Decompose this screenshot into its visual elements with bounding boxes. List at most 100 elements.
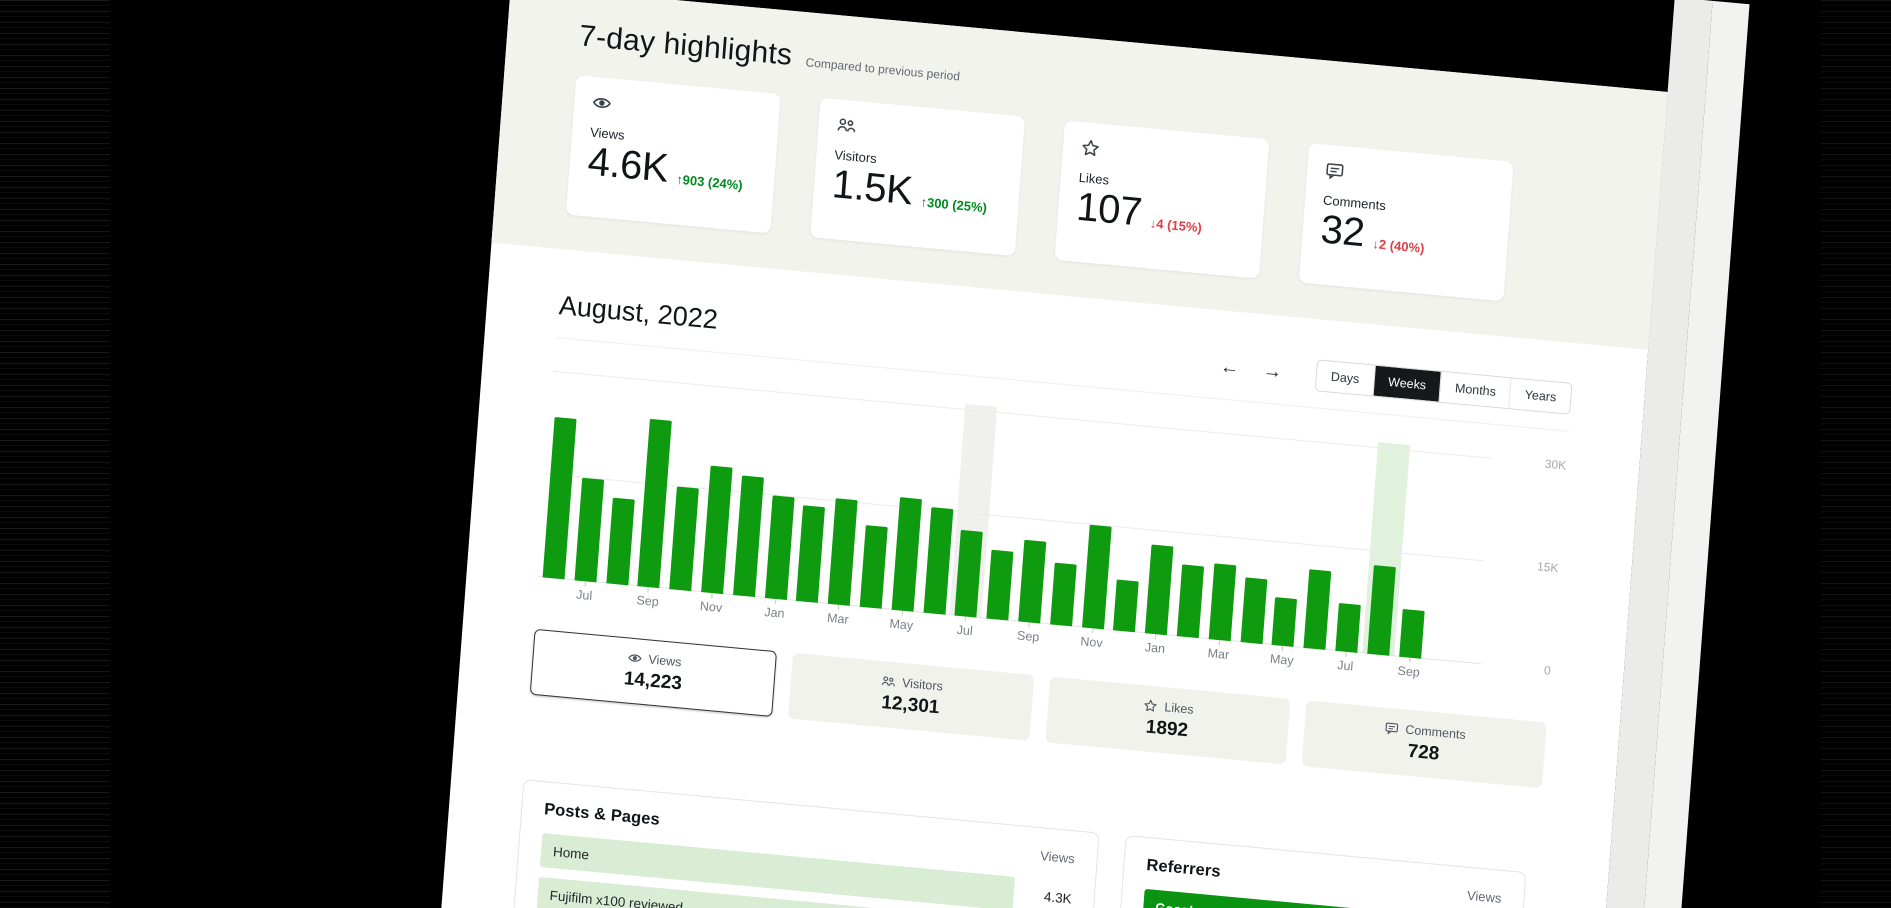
granularity-tab-days[interactable]: Days bbox=[1315, 360, 1376, 396]
chart-bar-week-6[interactable] bbox=[701, 465, 733, 595]
summary-tab-views[interactable]: Views 14,223 bbox=[529, 628, 778, 717]
chart-x-axis-label: Sep bbox=[1016, 628, 1040, 645]
eye-icon bbox=[592, 93, 612, 114]
highlight-card-icon-wrap bbox=[836, 115, 1006, 151]
chart-bar-week-18[interactable] bbox=[1081, 524, 1112, 630]
summary-tab-visitors[interactable]: Visitors 12,301 bbox=[788, 652, 1034, 741]
left-noise-texture bbox=[0, 0, 110, 908]
highlight-card-comments: Comments 32 ↓2 (40%) bbox=[1298, 142, 1514, 302]
period-heading: August, 2022 bbox=[557, 290, 719, 335]
summary-tab-likes[interactable]: Likes 1892 bbox=[1044, 676, 1291, 765]
chart-bar-week-4[interactable] bbox=[637, 418, 673, 589]
previous-period-button[interactable]: ← bbox=[1215, 355, 1244, 380]
chart-bar-week-23[interactable] bbox=[1240, 577, 1268, 645]
list-row-label: Google bbox=[1143, 898, 1201, 908]
referrers-panel: Referrers Views Google6.2K bbox=[1108, 834, 1527, 908]
bottom-panels-row: Posts & Pages Views Home 4.3K Fujifilm x10… bbox=[435, 773, 1609, 908]
highlights-subtitle: Compared to previous period bbox=[805, 55, 961, 84]
summary-tab-label: Views bbox=[647, 652, 682, 670]
metric-summary-tabs: Views 14,223 Visitors 12,301 Likes 1892 Commen… bbox=[529, 628, 1547, 789]
people-icon bbox=[836, 115, 856, 136]
summary-tab-label-row: Comments bbox=[1384, 721, 1466, 742]
referrers-views-column-header: Views bbox=[1466, 887, 1503, 906]
chart-section: August, 2022 ← → Days Weeks Months Years 30… bbox=[458, 283, 1645, 795]
stats-dashboard-page: 7-day highlights Compared to previous pe… bbox=[420, 0, 1668, 908]
highlight-card-likes: Likes 107 ↓4 (15%) bbox=[1054, 120, 1270, 279]
chart-bar-week-11[interactable] bbox=[859, 524, 888, 609]
star-icon bbox=[1080, 138, 1100, 159]
chart-x-axis-label: Nov bbox=[1079, 634, 1104, 651]
chart-bar-week-12[interactable] bbox=[891, 496, 922, 612]
comment-icon bbox=[1325, 161, 1345, 182]
summary-tab-label: Comments bbox=[1404, 722, 1467, 743]
chart-bar-week-20[interactable] bbox=[1145, 544, 1174, 636]
chart-x-tick bbox=[584, 581, 586, 587]
chart-x-axis-label: Jan bbox=[1144, 640, 1166, 657]
star-icon bbox=[1143, 698, 1158, 713]
chart-bar-week-9[interactable] bbox=[796, 505, 826, 603]
chart-x-tick bbox=[901, 610, 903, 616]
tilted-page-wrapper: 7-day highlights Compared to previous pe… bbox=[420, 0, 1750, 908]
chart-bar-week-1[interactable] bbox=[542, 416, 577, 580]
highlight-card-trend: ↑903 (24%) bbox=[675, 171, 744, 193]
posts-views-column-header: Views bbox=[1039, 848, 1076, 867]
chart-y-axis-label: 15K bbox=[1536, 559, 1559, 576]
chart-bar-week-7[interactable] bbox=[732, 475, 764, 598]
chart-x-axis-label: Jan bbox=[763, 604, 786, 621]
summary-tab-value: 728 bbox=[1406, 740, 1441, 765]
chart-bar-week-19[interactable] bbox=[1113, 578, 1140, 633]
chart-bar-week-24[interactable] bbox=[1271, 597, 1298, 647]
comment-icon bbox=[1384, 721, 1399, 736]
chart-x-axis-label: May bbox=[1269, 651, 1295, 668]
chart-x-tick bbox=[1091, 628, 1094, 634]
chart-x-axis-label: Jul bbox=[1336, 658, 1354, 674]
granularity-segmented-control: Days Weeks Months Years bbox=[1314, 359, 1573, 415]
chart-x-axis-label: Mar bbox=[826, 610, 850, 627]
highlight-card-value: 1.5K bbox=[830, 162, 914, 214]
granularity-tab-months[interactable]: Months bbox=[1439, 371, 1512, 409]
highlight-card-trend: ↓2 (40%) bbox=[1371, 235, 1425, 256]
chart-bar-week-13[interactable] bbox=[923, 506, 954, 615]
summary-tab-label-row: Likes bbox=[1143, 698, 1194, 717]
chart-bar-week-5[interactable] bbox=[669, 486, 700, 592]
chart-bar-week-8[interactable] bbox=[764, 495, 795, 600]
summary-tab-label: Likes bbox=[1163, 700, 1195, 717]
people-icon bbox=[881, 674, 896, 689]
summary-tab-comments[interactable]: Comments 728 bbox=[1301, 700, 1547, 789]
summary-tab-value: 1892 bbox=[1145, 716, 1189, 742]
chart-bar-week-16[interactable] bbox=[1018, 539, 1047, 624]
highlights-title: 7-day highlights bbox=[578, 19, 794, 72]
chart-x-axis-label: Sep bbox=[635, 593, 660, 610]
granularity-tab-years[interactable]: Years bbox=[1509, 378, 1572, 414]
chart-x-tick bbox=[1345, 651, 1347, 657]
posts-pages-title: Posts & Pages bbox=[543, 800, 661, 829]
chart-bar-week-10[interactable] bbox=[827, 497, 858, 606]
chart-x-tick bbox=[1282, 645, 1284, 651]
highlight-card-trend: ↓4 (15%) bbox=[1149, 215, 1203, 236]
summary-tab-label: Visitors bbox=[901, 675, 944, 694]
chart-x-tick bbox=[964, 616, 967, 622]
chart-y-axis-label: 30K bbox=[1544, 456, 1567, 473]
chart-bar-week-26[interactable] bbox=[1335, 602, 1361, 653]
chart-bar-week-22[interactable] bbox=[1208, 563, 1237, 642]
chart-bar-week-21[interactable] bbox=[1176, 564, 1205, 639]
chart-x-axis-label: Nov bbox=[699, 599, 723, 616]
chart-x-axis-label: Mar bbox=[1207, 646, 1230, 662]
chart-x-axis-label: Jul bbox=[956, 622, 974, 639]
chart-bar-week-25[interactable] bbox=[1303, 569, 1332, 650]
chart-x-axis-label: Jul bbox=[575, 587, 593, 603]
highlight-card-icon-wrap bbox=[592, 93, 762, 129]
chart-bar-week-15[interactable] bbox=[986, 550, 1014, 621]
chart-bar-week-17[interactable] bbox=[1049, 562, 1077, 627]
next-period-button[interactable]: → bbox=[1258, 359, 1287, 384]
chart-bar-week-28[interactable] bbox=[1398, 608, 1425, 659]
chart-controls: ← → Days Weeks Months Years bbox=[1215, 350, 1573, 415]
highlight-card-visitors: Visitors 1.5K ↑300 (25%) bbox=[810, 97, 1026, 257]
summary-tab-label-row: Views bbox=[627, 650, 682, 669]
chart-bar-week-3[interactable] bbox=[605, 497, 635, 586]
summary-tab-value: 12,301 bbox=[880, 692, 941, 719]
chart-x-tick bbox=[1218, 640, 1220, 646]
chart-bar-week-2[interactable] bbox=[574, 477, 604, 583]
granularity-tab-weeks[interactable]: Weeks bbox=[1373, 365, 1443, 402]
referrers-title: Referrers bbox=[1145, 856, 1222, 881]
